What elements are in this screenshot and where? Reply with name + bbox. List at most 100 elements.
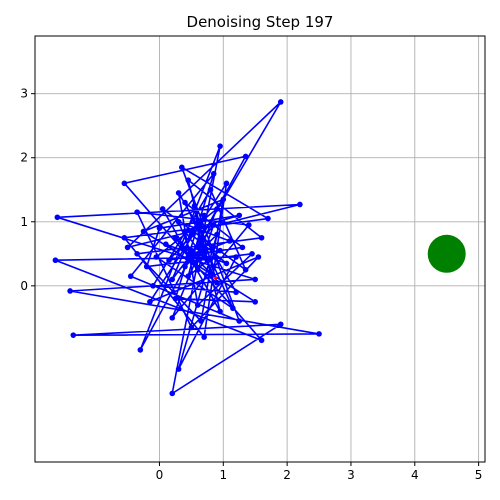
trajectory-point xyxy=(175,218,182,225)
y-tick-label: 1 xyxy=(20,215,28,229)
start-marker xyxy=(214,276,218,280)
trajectory-point xyxy=(179,164,185,171)
trajectory-point xyxy=(169,390,176,397)
trajectory-point xyxy=(175,366,182,372)
trajectory-point xyxy=(140,228,147,235)
y-tick-label: 2 xyxy=(20,151,28,165)
x-tick-label: 3 xyxy=(347,468,355,482)
special-markers xyxy=(214,234,466,280)
trajectory-point xyxy=(201,254,207,260)
trajectory-point xyxy=(127,273,134,280)
trajectory-point xyxy=(316,331,322,337)
trajectory-point xyxy=(210,222,217,228)
trajectory-point xyxy=(233,289,239,296)
trajectory-point xyxy=(185,177,191,183)
plot-frame xyxy=(34,35,486,463)
trajectory-point xyxy=(194,225,201,231)
trajectory-point xyxy=(239,244,246,251)
trajectory-point xyxy=(252,299,259,305)
x-tick-label: 1 xyxy=(219,468,227,482)
grid xyxy=(35,36,485,462)
trajectory-point xyxy=(121,180,128,187)
trajectory-point xyxy=(236,212,243,219)
trajectory-point xyxy=(188,247,195,254)
trajectory-point xyxy=(217,247,223,254)
trajectory-point xyxy=(201,334,207,340)
trajectory-point xyxy=(188,324,195,331)
goal-marker xyxy=(427,234,466,273)
trajectory-point xyxy=(67,288,73,294)
x-tick-label: 5 xyxy=(475,468,483,482)
trajectory-point xyxy=(217,308,223,315)
trajectory-point xyxy=(277,321,284,328)
trajectory-point xyxy=(121,234,128,241)
trajectory-point xyxy=(201,244,207,251)
trajectory-point xyxy=(297,201,303,208)
trajectory-point xyxy=(210,170,217,177)
trajectory-point xyxy=(169,315,176,321)
trajectory-point xyxy=(134,209,140,215)
trajectory-point xyxy=(246,222,252,228)
trajectory-point xyxy=(214,206,220,212)
trajectory-point xyxy=(166,257,172,264)
trajectory-point xyxy=(226,238,233,244)
x-tick-label: 2 xyxy=(283,468,291,482)
trajectory-point xyxy=(147,299,153,305)
trajectory-point xyxy=(185,254,191,260)
trajectory-point xyxy=(191,260,198,267)
trajectory-point xyxy=(236,318,243,324)
trajectory-point xyxy=(172,234,179,241)
y-tick-label: 0 xyxy=(20,279,28,293)
trajectory-point xyxy=(242,267,249,273)
trajectory-point xyxy=(194,267,201,273)
trajectory-point xyxy=(185,273,191,280)
trajectory-point xyxy=(194,244,201,251)
trajectory-point xyxy=(255,254,262,260)
trajectory-point xyxy=(249,251,255,257)
axis-ticks: 0 1 2 3 4 5 0 1 2 3 xyxy=(20,87,482,482)
trajectory-point xyxy=(242,153,249,160)
trajectory-point xyxy=(194,251,201,257)
trajectory-point xyxy=(277,99,284,105)
x-tick-label: 4 xyxy=(411,468,419,482)
trajectory-point xyxy=(207,186,214,193)
trajectory-point xyxy=(258,337,265,344)
trajectory-point xyxy=(153,254,160,260)
y-tick-label: 3 xyxy=(20,87,28,101)
trajectory-point xyxy=(220,196,227,203)
trajectory-point xyxy=(194,302,201,308)
trajectory-point xyxy=(175,190,182,196)
trajectory-point xyxy=(217,143,223,149)
trajectory-point xyxy=(182,263,188,270)
trajectory-path xyxy=(54,101,320,395)
trajectory-point xyxy=(252,276,259,283)
trajectory-point xyxy=(52,257,59,264)
trajectory-point xyxy=(198,318,204,324)
trajectory-point xyxy=(163,241,169,247)
trajectory-point xyxy=(188,231,195,238)
trajectory-point xyxy=(137,347,144,353)
trajectory-point xyxy=(70,332,77,338)
trajectory-markers xyxy=(52,99,322,397)
trajectory-point xyxy=(124,244,131,251)
trajectory-point xyxy=(134,251,140,257)
trajectory-point xyxy=(207,270,214,276)
trajectory-point xyxy=(150,283,156,289)
trajectory-point xyxy=(223,180,230,187)
trajectory-point xyxy=(54,214,61,221)
trajectory-point xyxy=(214,231,220,238)
trajectory-line xyxy=(54,101,320,395)
trajectory-point xyxy=(172,295,179,302)
trajectory-point xyxy=(159,206,166,212)
trajectory-point xyxy=(169,276,176,283)
trajectory-point xyxy=(223,260,230,267)
trajectory-point xyxy=(156,225,163,231)
trajectory-point xyxy=(143,263,150,270)
trajectory-point xyxy=(191,202,198,209)
trajectory-point xyxy=(182,228,188,235)
trajectory-point xyxy=(182,199,188,206)
trajectory-point xyxy=(233,254,239,260)
trajectory-point xyxy=(265,215,271,222)
trajectory-point xyxy=(258,234,265,241)
